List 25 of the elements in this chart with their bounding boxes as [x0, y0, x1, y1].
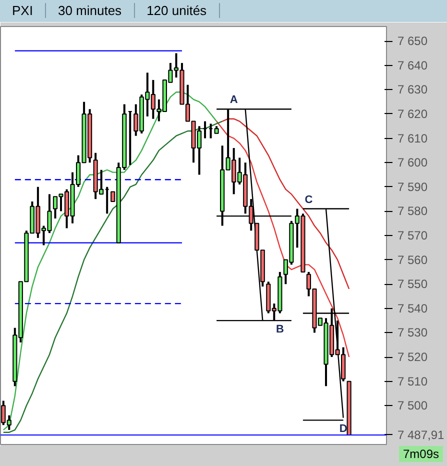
y-tick-label: 7 510 [398, 374, 428, 388]
data-label: A [230, 94, 238, 106]
y-tick-label: 7 600 [398, 156, 428, 170]
data-label: B [276, 324, 284, 336]
ref-line-label: 7 487,91 [398, 428, 445, 442]
y-tick-label: 7 520 [398, 350, 428, 364]
y-tick-label: 7 630 [398, 82, 428, 97]
y-tick-label: 7 640 [398, 58, 428, 72]
y-tick-label: 7 500 [398, 398, 428, 413]
y-tick-label: 7 610 [398, 131, 428, 146]
y-tick-label: 7 530 [398, 326, 428, 340]
y-tick-label: 7 540 [398, 301, 428, 316]
data-label: D [339, 423, 348, 436]
y-tick-label: 7 580 [398, 204, 428, 218]
y-tick-label: 7 590 [398, 180, 428, 194]
y-tick-label: 7 620 [398, 106, 428, 121]
y-tick-label: 7 650 [398, 34, 428, 48]
text: 120 unités [134, 3, 220, 18]
chart-title: PXI [0, 3, 46, 18]
y-tick-label: 7 550 [398, 277, 428, 292]
data-label: C [304, 194, 313, 206]
text: 7m09s [398, 446, 443, 462]
chart-subtitle: 30 minutes [46, 3, 135, 18]
y-tick-label: 7 570 [398, 228, 428, 242]
y-tick-label: 7 560 [398, 252, 428, 267]
